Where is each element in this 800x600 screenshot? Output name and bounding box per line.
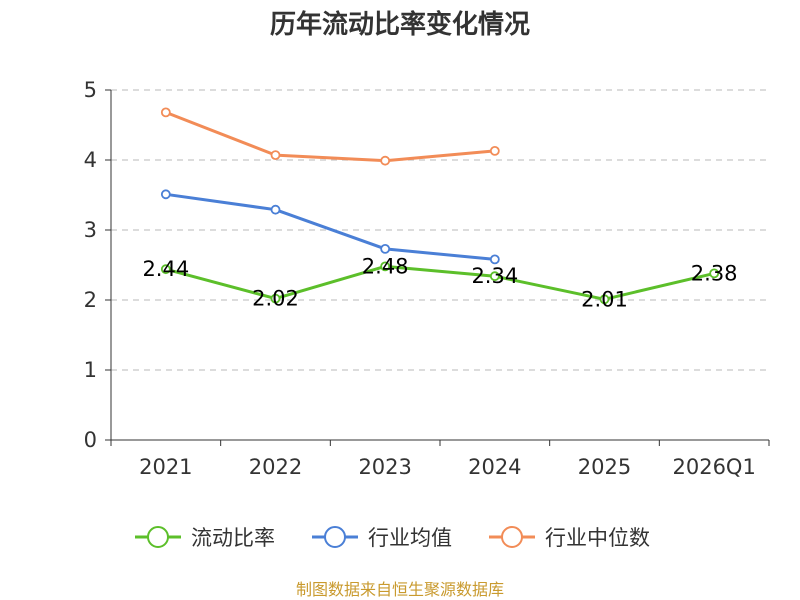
series-point-行业中位数-2023 [380, 155, 391, 166]
series-point-流动比率-2022 [270, 293, 281, 304]
legend-label-行业均值: 行业均值 [368, 526, 452, 550]
x-tick-label-2021: 2021 [139, 455, 192, 479]
series-point-流动比率-2024 [489, 271, 500, 282]
x-tick-label-2026Q1: 2026Q1 [672, 455, 755, 479]
y-tick-label-4: 4 [84, 148, 97, 172]
y-tick-label-3: 3 [84, 218, 97, 242]
series-point-流动比率-2025 [599, 294, 610, 305]
chart-title: 历年流动比率变化情况 [270, 9, 530, 40]
series-group [160, 107, 720, 305]
x-tick-label-2022: 2022 [249, 455, 302, 479]
data-labels: 2.44 2.02 2.48 2.34 2.01 2.38 [142, 254, 737, 311]
legend-label-流动比率: 流动比率 [191, 526, 275, 550]
series-line-行业均值 [165, 192, 495, 261]
data-label-2025: 2.01 [581, 287, 628, 311]
x-tick-label-2024: 2024 [468, 455, 521, 479]
legend-item-行业均值: 行业均值 [312, 526, 452, 550]
series-point-行业均值-2021 [160, 189, 171, 200]
series-行业均值 [160, 189, 500, 265]
axes: 0 1 2 3 4 5 2021 2022 2023 2024 2025 2026Q1 [84, 78, 770, 479]
legend-item-行业中位数: 行业中位数 [489, 526, 650, 550]
legend-swatch-marker-流动比率 [147, 526, 169, 548]
data-label-2021: 2.44 [142, 257, 189, 281]
legend-swatch-marker-行业中位数 [501, 526, 523, 548]
series-point-流动比率-2026Q1 [709, 268, 720, 279]
data-label-2022: 2.02 [252, 287, 299, 311]
series-point-行业均值-2024 [489, 254, 500, 265]
x-tick-label-2023: 2023 [358, 455, 411, 479]
data-label-2026Q1: 2.38 [691, 261, 738, 285]
y-tick-label-1: 1 [84, 358, 97, 382]
series-point-行业中位数-2024 [489, 145, 500, 156]
series-line-行业中位数 [165, 111, 495, 163]
series-point-行业中位数-2022 [270, 150, 281, 161]
series-point-行业均值-2023 [380, 243, 391, 254]
series-point-行业中位数-2021 [160, 107, 171, 118]
series-point-行业均值-2022 [270, 204, 281, 215]
legend: 流动比率 行业均值 行业中位数 [135, 526, 650, 550]
legend-label-行业中位数: 行业中位数 [545, 526, 650, 550]
legend-swatch-marker-行业均值 [324, 526, 346, 548]
legend-item-流动比率: 流动比率 [135, 526, 275, 550]
grid-lines [111, 89, 769, 371]
series-line-流动比率 [165, 264, 715, 301]
x-tick-label-2025: 2025 [578, 455, 631, 479]
y-tick-label-0: 0 [84, 428, 97, 452]
series-point-流动比率-2021 [160, 264, 171, 275]
series-point-流动比率-2023 [380, 261, 391, 272]
source-note: 制图数据来自恒生聚源数据库 [296, 580, 504, 599]
series-流动比率 [160, 261, 720, 305]
data-label-2024: 2.34 [471, 264, 518, 288]
series-行业中位数 [160, 107, 500, 166]
data-label-2023: 2.48 [362, 254, 409, 278]
y-tick-label-2: 2 [84, 288, 97, 312]
y-tick-label-5: 5 [84, 78, 97, 102]
